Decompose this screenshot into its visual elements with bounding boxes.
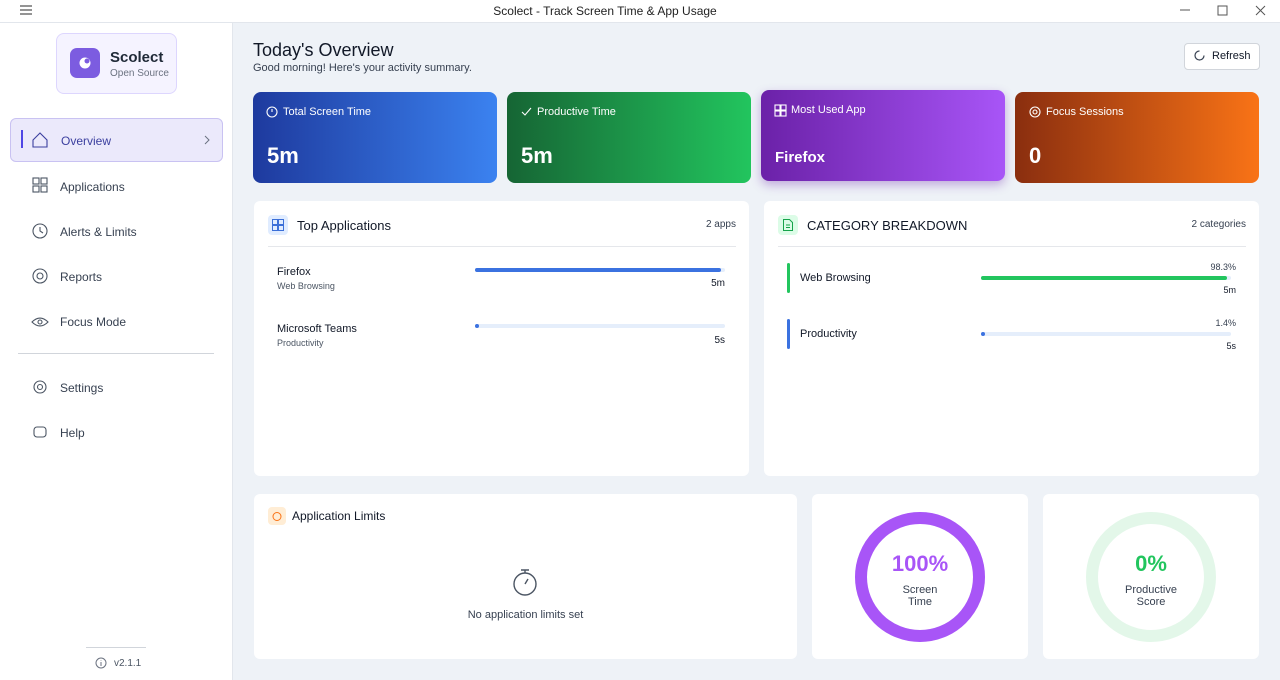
stat-value: 0 xyxy=(1029,143,1042,168)
stat-value: 5m xyxy=(267,143,299,168)
category-time: 5s xyxy=(1226,341,1236,351)
divider xyxy=(18,353,214,354)
app-time: 5s xyxy=(714,335,725,346)
nav-icons xyxy=(31,132,49,438)
ring-chart xyxy=(855,512,985,642)
divider xyxy=(778,246,1246,247)
panel-glyph xyxy=(783,219,793,231)
stat-value: 5m xyxy=(521,143,553,168)
app-name: Firefox xyxy=(277,266,311,278)
stat-icons xyxy=(266,104,1041,118)
category-percent: 98.3% xyxy=(1210,262,1236,272)
page-title: Today's Overview xyxy=(253,40,394,60)
nav-label[interactable]: Alerts & Limits xyxy=(60,225,137,239)
divider xyxy=(86,647,146,648)
app-name: Scolect xyxy=(110,49,164,66)
ring-label: Productive Score xyxy=(1125,584,1177,608)
refresh-label[interactable]: Refresh xyxy=(1212,50,1251,62)
refresh-button[interactable] xyxy=(1184,43,1260,70)
stat-label: Total Screen Time xyxy=(283,106,372,118)
empty-state: No application limits set xyxy=(467,609,584,621)
nav-label[interactable]: Help xyxy=(60,426,85,440)
nav-label[interactable]: Applications xyxy=(60,180,125,194)
timer-icon xyxy=(513,569,537,596)
app-subtitle: Open Source xyxy=(110,68,169,79)
ring-value: 0% xyxy=(1135,551,1167,576)
title-bar: Scolect - Track Screen Time & App Usage xyxy=(0,0,1280,23)
category-bar xyxy=(981,276,1227,280)
ring-track xyxy=(1086,512,1216,642)
page-subtitle: Good morning! Here's your activity summa… xyxy=(253,62,472,74)
window-title: Scolect - Track Screen Time & App Usage xyxy=(493,4,717,18)
stat-label: Focus Sessions xyxy=(1046,106,1124,118)
active-indicator xyxy=(21,130,23,148)
app-name: Microsoft Teams xyxy=(277,323,357,335)
usage-bar xyxy=(475,324,479,328)
nav-label[interactable]: Focus Mode xyxy=(60,315,127,329)
category-name: Productivity xyxy=(800,328,857,340)
panel-title: Application Limits xyxy=(292,509,386,523)
stat-card xyxy=(253,92,497,183)
panel-title: Top Applications xyxy=(297,218,391,233)
stat-card xyxy=(761,90,1005,181)
ring-value: 100% xyxy=(891,551,949,576)
panel-glyph xyxy=(272,512,282,521)
panel-count: 2 categories xyxy=(1191,219,1246,230)
panel-title: CATEGORY BREAKDOWN xyxy=(807,218,968,233)
app-time: 5m xyxy=(711,278,725,289)
usage-track xyxy=(475,324,725,328)
app-category: Productivity xyxy=(277,338,324,348)
panel-icon xyxy=(268,507,286,525)
nav-label[interactable]: Overview xyxy=(61,134,112,148)
nav-label[interactable]: Settings xyxy=(60,381,104,395)
usage-track xyxy=(475,268,725,272)
stat-label: Productive Time xyxy=(537,106,616,118)
panel-count: 2 apps xyxy=(705,219,736,230)
divider xyxy=(268,246,736,247)
stat-label: Most Used App xyxy=(791,104,866,116)
window-controls[interactable] xyxy=(1178,4,1278,18)
nav-label[interactable]: Reports xyxy=(60,270,103,284)
category-name: Web Browsing xyxy=(800,272,871,284)
ring-label: Screen Time xyxy=(902,584,938,608)
category-track xyxy=(981,332,1231,336)
top-apps-panel xyxy=(254,201,749,476)
stat-card xyxy=(507,92,751,183)
category-bar xyxy=(981,332,985,336)
panel-glyph xyxy=(272,219,284,231)
chevron xyxy=(204,135,210,145)
ring-arc xyxy=(855,512,985,642)
category-percent: 1.4% xyxy=(1215,318,1236,328)
stat-card xyxy=(1015,92,1259,183)
version: v2.1.1 xyxy=(114,658,142,669)
app-category: Web Browsing xyxy=(277,281,335,291)
info-icon xyxy=(95,657,107,669)
menu-icon[interactable] xyxy=(19,5,33,17)
category-accent xyxy=(787,263,790,293)
category-time: 5m xyxy=(1223,285,1236,295)
category-track xyxy=(981,276,1231,280)
limits-panel xyxy=(254,494,797,659)
ring-chart xyxy=(1086,512,1216,642)
category-accent xyxy=(787,319,790,349)
usage-bar xyxy=(475,268,722,272)
nav-item-active[interactable] xyxy=(10,118,223,162)
refresh-icon xyxy=(1194,50,1205,61)
stat-value: Firefox xyxy=(775,149,826,166)
logo-glyph xyxy=(79,57,91,69)
